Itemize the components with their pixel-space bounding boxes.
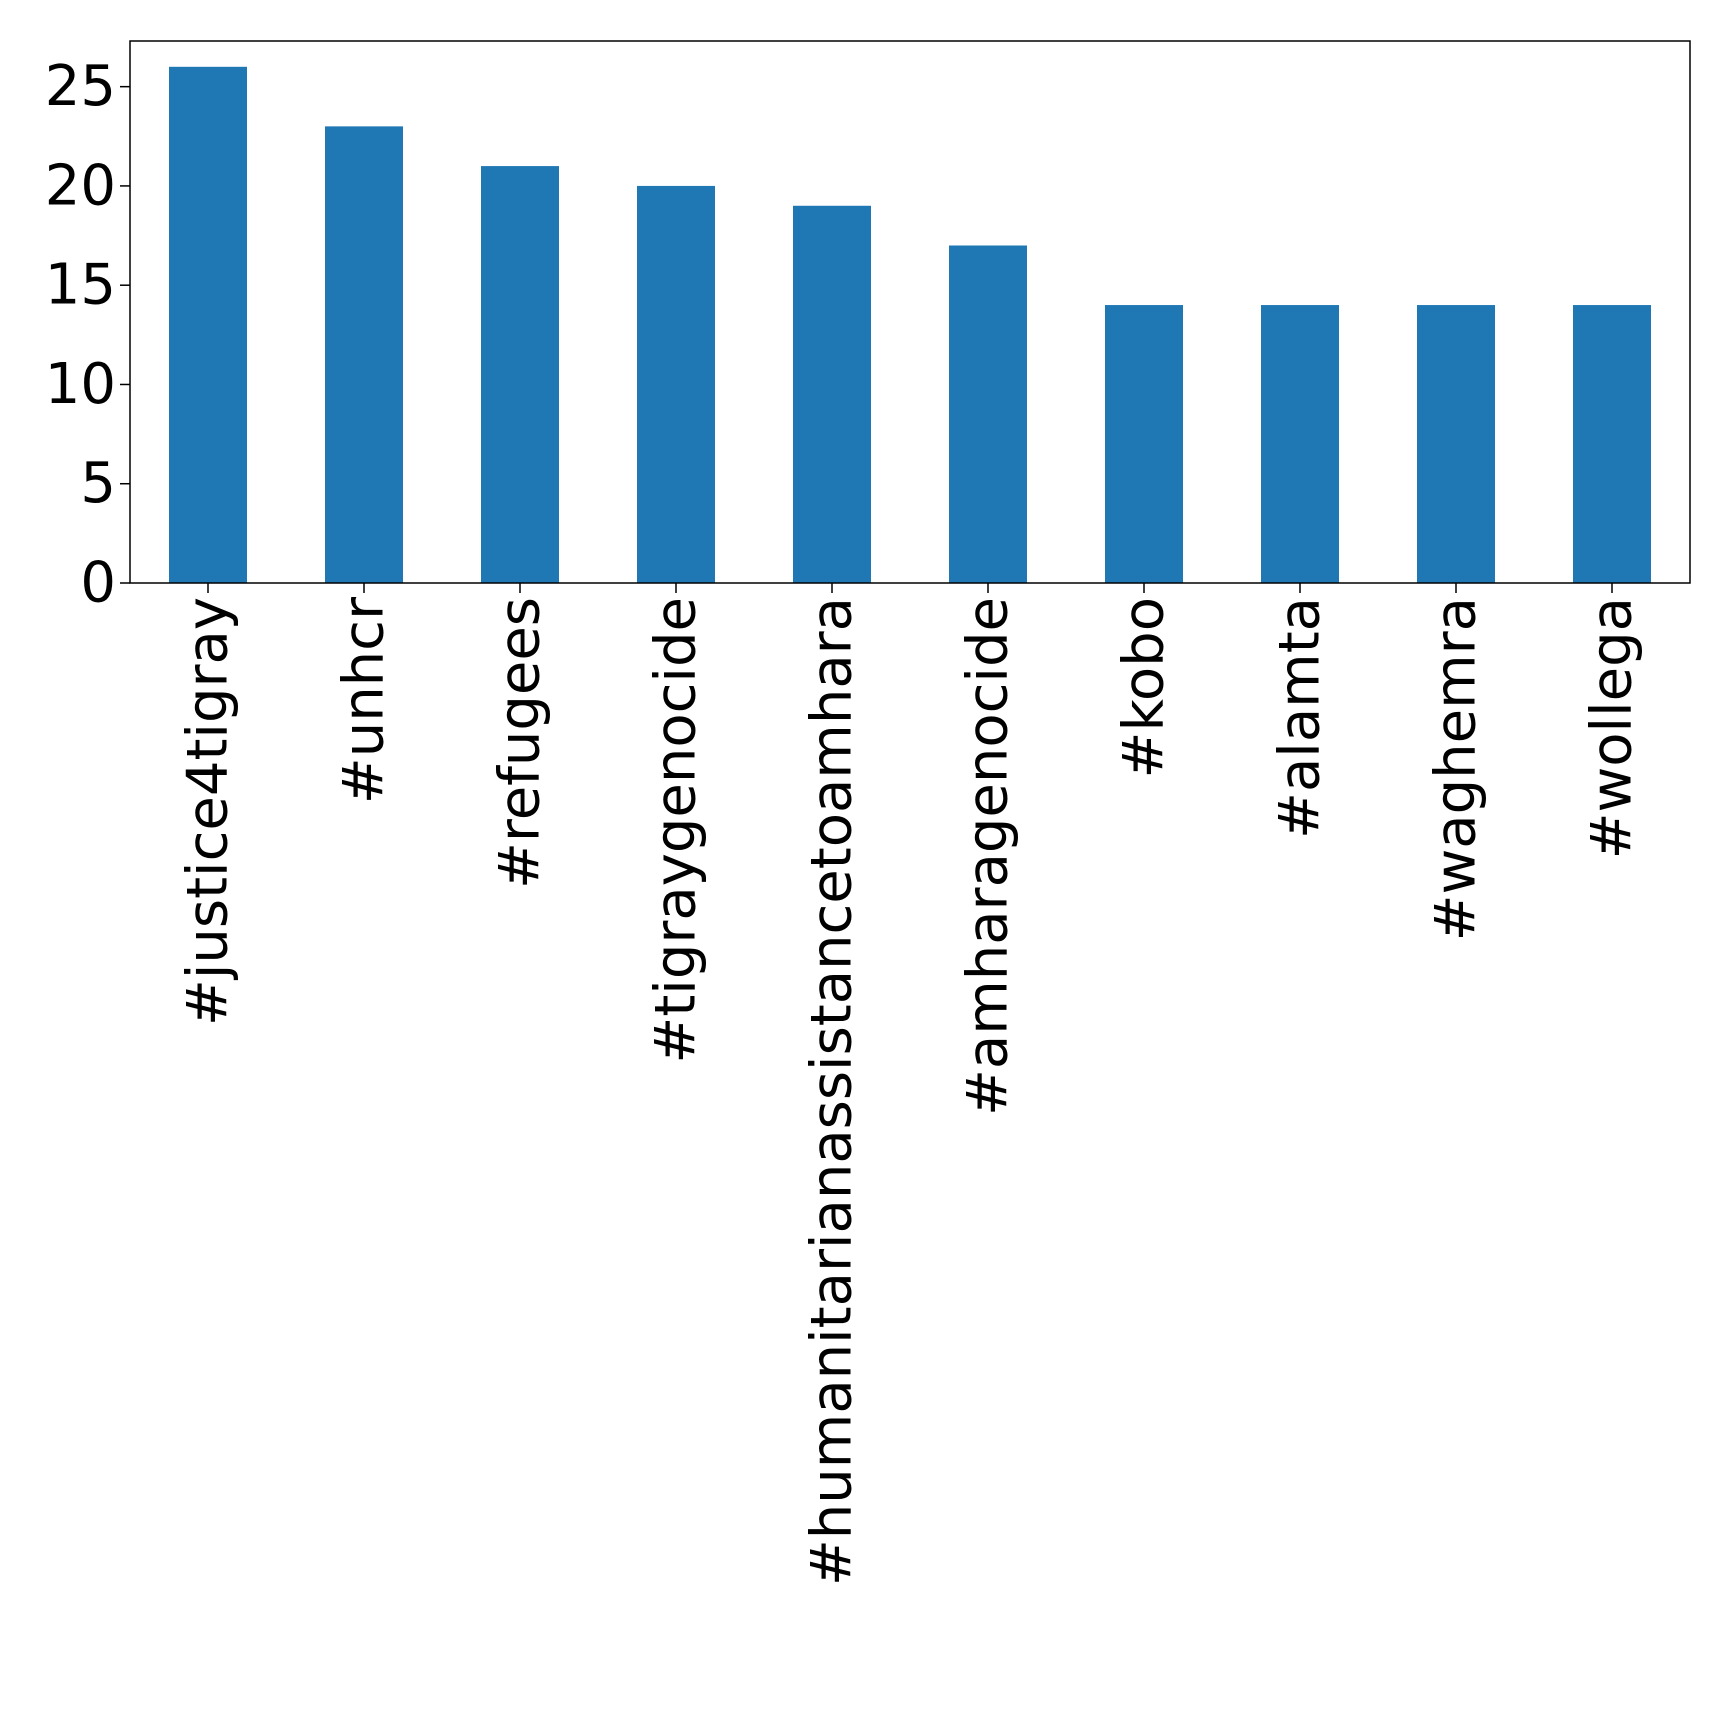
y-tick-label: 5 (80, 451, 116, 516)
x-tick-label: #tigraygenocide (644, 597, 709, 1064)
bar-refugees (481, 166, 559, 583)
bar-alamta (1261, 305, 1339, 583)
x-tick-label: #waghemra (1424, 597, 1489, 941)
x-tick-label: #wollega (1580, 597, 1645, 859)
bars-layer (169, 66, 1651, 584)
x-tick-label: #humanitarianassistancetoamhara (800, 597, 865, 1586)
y-tick-label: 20 (45, 153, 116, 218)
bar-wollega (1573, 305, 1651, 583)
bar-amharagenocide (949, 245, 1027, 584)
bar-kobo (1105, 305, 1183, 583)
x-tick-label: #refugees (488, 597, 553, 889)
bar-waghemra (1417, 305, 1495, 583)
y-tick-label: 15 (45, 253, 116, 318)
x-axis: #justice4tigray #unhcr #refugees #tigraygen… (176, 583, 1645, 1586)
bar-justice4tigray (169, 66, 247, 583)
x-tick-label: #justice4tigray (176, 597, 241, 1026)
x-tick-label: #alamta (1268, 597, 1333, 839)
y-tick-label: 0 (80, 551, 116, 616)
y-axis: 0 5 10 15 20 25 (45, 54, 130, 616)
bar-tigraygenocide (637, 185, 715, 583)
bar-unhcr (325, 126, 403, 584)
x-tick-label: #amharagenocide (956, 597, 1021, 1116)
y-tick-label: 25 (45, 54, 116, 119)
y-tick-label: 10 (45, 352, 116, 417)
x-tick-label: #kobo (1112, 597, 1177, 778)
plot-frame (129, 40, 1691, 584)
x-tick-label: #unhcr (332, 596, 397, 804)
bar-humanitarianassistancetoamhara (793, 205, 871, 583)
